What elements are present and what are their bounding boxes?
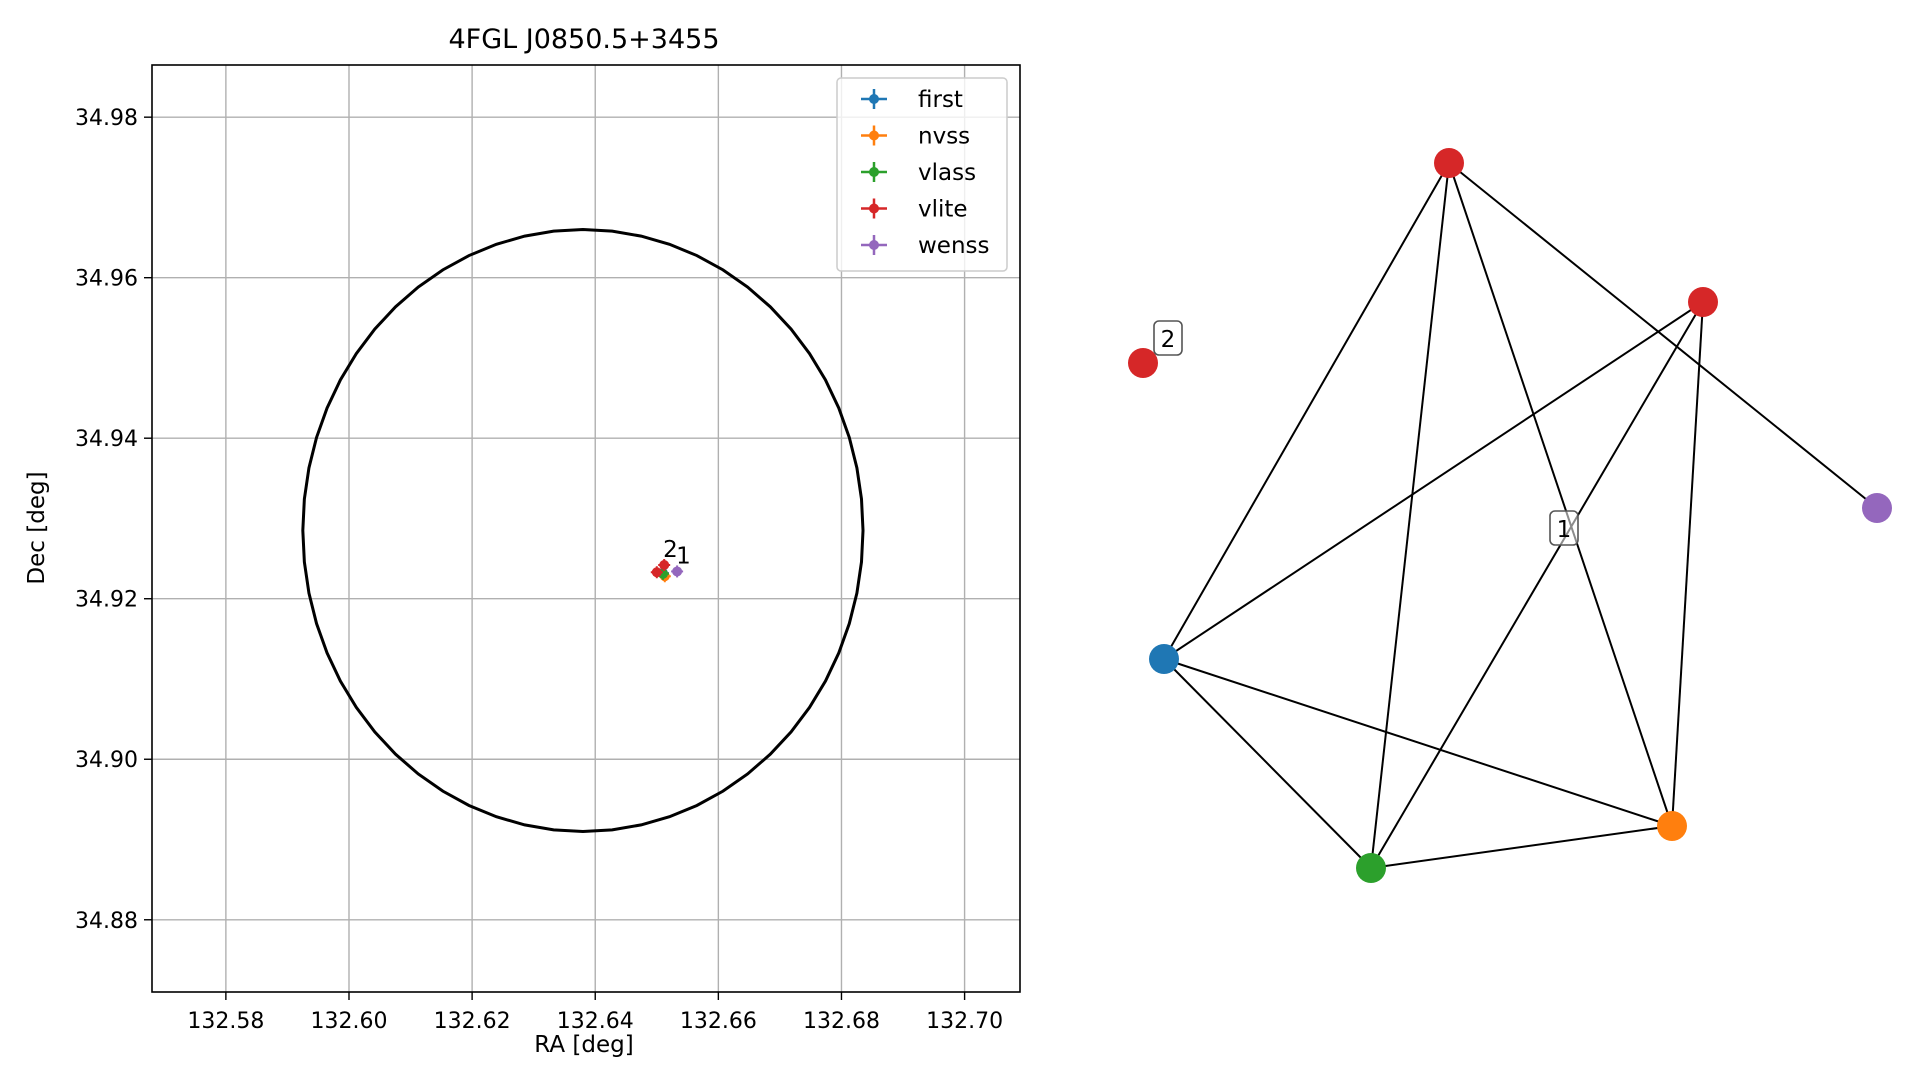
graph-node-vlite_c [1128,348,1158,378]
x-axis-label: RA [deg] [534,1032,633,1058]
error-ellipse [301,228,865,833]
graph-group-label: 1 [1557,517,1572,543]
point-vlite [651,567,662,578]
axes-frame [151,64,1021,993]
graph-node-vlass [1356,853,1386,883]
x-tick-label: 132.66 [680,1009,757,1034]
graph-edge [1448,162,1878,509]
graph-label-box [1549,510,1579,546]
graph-edge [1163,162,1450,660]
y-tick-label: 34.94 [75,427,138,452]
legend-label-nvss: nvss [918,124,970,150]
graph-node-vlite_a [1434,148,1464,178]
graph-edge [1163,301,1704,660]
graph-edge [1370,825,1673,869]
x-tick-label: 132.60 [311,1009,388,1034]
y-axis-label: Dec [deg] [24,471,50,584]
x-tick-label: 132.64 [557,1009,634,1034]
legend-entries: first nvss vlass vlite wenss [861,87,990,259]
y-axis-ticks: 34.88 34.90 34.92 34.94 34.96 34.98 [75,106,152,934]
sky-position-plot: 4FGL J0850.5+3455 21 132.58 132.60 132.62 1… [24,24,1021,1058]
graph-edge [1370,162,1450,869]
network-graph: 12 [1128,148,1892,883]
y-tick-label: 34.88 [75,909,138,934]
legend: first nvss vlass vlite wenss [836,77,1008,272]
legend-marker-vlass [869,167,879,177]
graph-group-label: 2 [1161,327,1176,353]
graph-node-nvss [1657,811,1687,841]
legend-label-first: first [918,87,963,113]
point-vlite [659,560,670,571]
graph-label-box [1153,320,1183,356]
legend-marker-nvss [869,130,879,141]
graph-node-vlite_b [1688,287,1718,317]
graph-edge [1671,301,1704,827]
graph-edge [1163,658,1372,869]
legend-label-vlite: vlite [918,197,968,223]
point-group-label: 2 [663,537,678,563]
graph-node-wenss [1862,493,1892,523]
y-tick-label: 34.92 [75,588,138,613]
x-tick-label: 132.58 [187,1009,264,1034]
data-points [650,559,684,583]
y-tick-label: 34.96 [75,267,138,292]
plot-title: 4FGL J0850.5+3455 [448,24,719,55]
graph-edges [1163,162,1878,869]
point-labels: 21 [663,537,691,569]
x-tick-label: 132.70 [926,1009,1003,1034]
legend-marker-vlite [869,203,879,214]
legend-marker-first [869,94,879,104]
legend-label-vlass: vlass [918,160,976,186]
x-tick-label: 132.68 [803,1009,880,1034]
graph-node-first [1149,644,1179,674]
legend-box [836,77,1008,272]
graph-edge [1370,301,1704,869]
point-group-label: 1 [676,543,691,569]
legend-marker-wenss [869,240,879,250]
point-wenss [672,566,683,577]
x-axis-ticks: 132.58 132.60 132.62 132.64 132.66 132.68 132.… [187,992,1003,1034]
y-tick-label: 34.90 [75,748,138,773]
graph-edge [1163,658,1673,827]
legend-label-wenss: wenss [918,233,990,259]
graph-nodes [1128,148,1892,883]
y-tick-label: 34.98 [75,106,138,131]
x-tick-label: 132.62 [434,1009,511,1034]
graph-group-labels: 12 [1153,320,1579,546]
graph-edge [1448,162,1673,827]
